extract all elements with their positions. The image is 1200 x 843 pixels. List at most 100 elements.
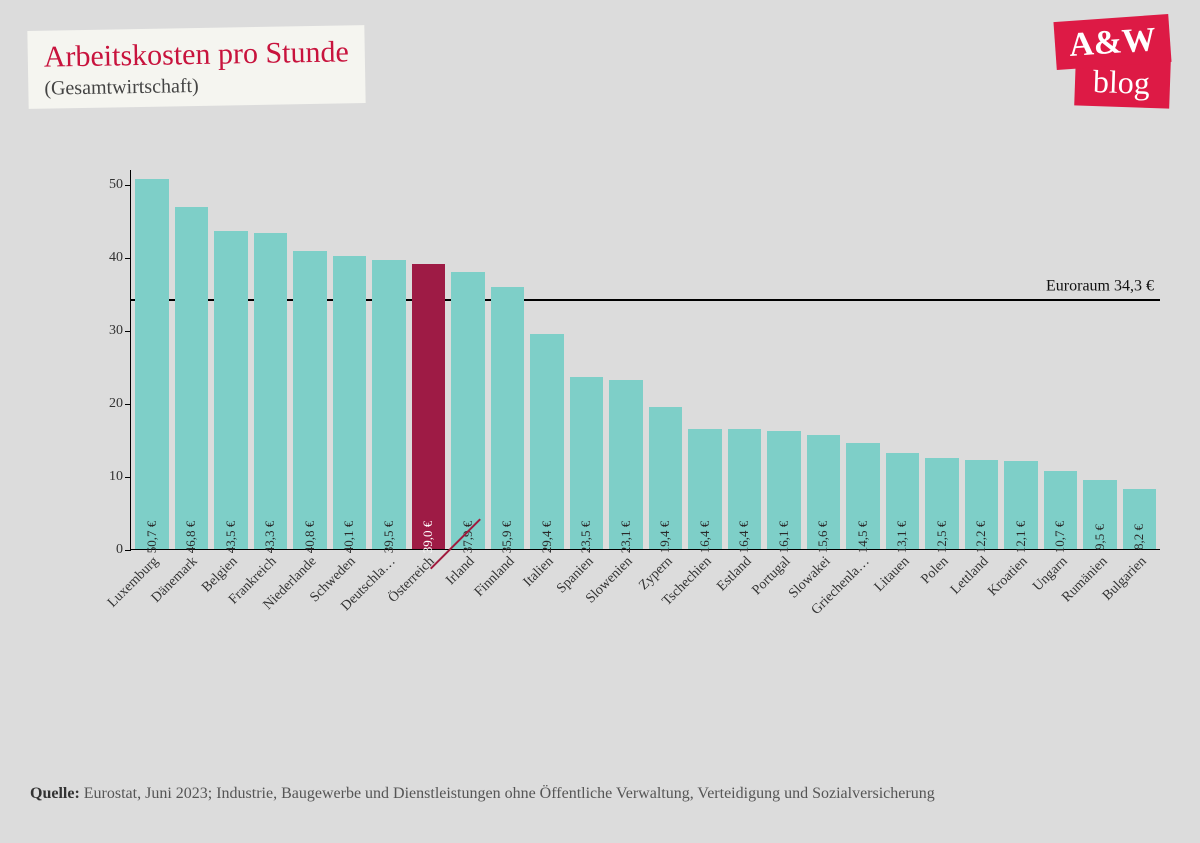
bar: 16,1 €	[767, 431, 801, 549]
x-axis-label: Lettland	[964, 554, 998, 694]
bar-value-label: 23,5 €	[578, 521, 594, 554]
x-axis-label: Ungarn	[1043, 554, 1077, 694]
x-axis-label: Deutschla…	[371, 554, 405, 694]
bars-container: 50,7 €46,8 €43,5 €43,3 €40,8 €40,1 €39,5…	[131, 170, 1160, 549]
x-axis-label: Spanien	[569, 554, 603, 694]
bar-value-label: 12,5 €	[934, 521, 950, 554]
bar: 39,5 €	[372, 260, 406, 549]
x-axis-label: Irland	[450, 554, 484, 694]
x-axis-label: Portugal	[767, 554, 801, 694]
bar-value-label: 29,4 €	[539, 521, 555, 554]
y-tick-mark	[125, 404, 131, 405]
bar: 40,1 €	[333, 256, 367, 549]
bar: 14,5 €	[846, 443, 880, 549]
bar: 8,2 €	[1123, 489, 1157, 549]
y-tick-mark	[125, 331, 131, 332]
y-tick-label: 10	[91, 469, 123, 485]
bar-value-label: 16,1 €	[776, 521, 792, 554]
x-axis-label: Slowakei	[806, 554, 840, 694]
bar: 43,3 €	[254, 233, 288, 549]
y-tick-mark	[125, 550, 131, 551]
bar: 39,0 €	[412, 264, 446, 549]
x-axis-label: Frankreich	[253, 554, 287, 694]
x-axis-label: Estland	[727, 554, 761, 694]
x-axis-label: Kroatien	[1004, 554, 1038, 694]
y-tick-mark	[125, 477, 131, 478]
bar: 19,4 €	[649, 407, 683, 549]
bar: 13,1 €	[886, 453, 920, 549]
source-text: Eurostat, Juni 2023; Industrie, Baugewer…	[80, 785, 935, 802]
bar: 43,5 €	[214, 231, 248, 549]
bar: 10,7 €	[1044, 471, 1078, 549]
bar: 12,2 €	[965, 460, 999, 549]
plot: Euroraum 34,3 € 50,7 €46,8 €43,5 €43,3 €…	[130, 170, 1160, 550]
bar-value-label: 39,0 €	[420, 521, 436, 554]
bar-value-label: 43,3 €	[262, 521, 278, 554]
x-axis-label: Schweden	[332, 554, 366, 694]
x-axis-label: Bulgarien	[1122, 554, 1156, 694]
source-label: Quelle:	[30, 785, 80, 802]
chart-title: Arbeitskosten pro Stunde	[44, 35, 349, 73]
bar: 46,8 €	[175, 207, 209, 549]
bar: 50,7 €	[135, 179, 169, 550]
bar-value-label: 10,7 €	[1052, 521, 1068, 554]
bar-value-label: 12,1 €	[1013, 521, 1029, 554]
bar-value-label: 15,6 €	[815, 521, 831, 554]
bar: 23,1 €	[609, 380, 643, 549]
y-tick-label: 40	[91, 250, 123, 266]
logo-top: A&W	[1054, 14, 1172, 70]
bar-value-label: 35,9 €	[499, 521, 515, 554]
bar-value-label: 16,4 €	[736, 521, 752, 554]
bar: 23,5 €	[570, 377, 604, 549]
bar: 12,1 €	[1004, 461, 1038, 549]
bar-value-label: 40,1 €	[341, 521, 357, 554]
x-axis-label: Österreich	[411, 554, 445, 694]
x-axis-label: Tschechien	[687, 554, 721, 694]
bar-value-label: 14,5 €	[855, 521, 871, 554]
bar: 29,4 €	[530, 334, 564, 549]
x-axis-label: Zypern	[648, 554, 682, 694]
x-axis-label: Slowenien	[608, 554, 642, 694]
x-axis-label: Litauen	[885, 554, 919, 694]
x-axis-label: Polen	[925, 554, 959, 694]
y-tick-label: 20	[91, 396, 123, 412]
y-tick-mark	[125, 258, 131, 259]
bar: 37,9 €	[451, 272, 485, 549]
bar: 15,6 €	[807, 435, 841, 549]
bar-value-label: 50,7 €	[144, 521, 160, 554]
bar: 9,5 €	[1083, 480, 1117, 549]
y-tick-label: 50	[91, 177, 123, 193]
x-axis-label: Belgien	[213, 554, 247, 694]
chart-area: Euroraum 34,3 € 50,7 €46,8 €43,5 €43,3 €…	[90, 170, 1160, 700]
x-labels: LuxemburgDänemarkBelgienFrankreichNieder…	[130, 554, 1160, 694]
y-tick-mark	[125, 185, 131, 186]
bar-value-label: 40,8 €	[302, 521, 318, 554]
chart-subtitle: (Gesamtwirtschaft)	[44, 72, 349, 100]
bar-value-label: 16,4 €	[697, 521, 713, 554]
bar: 40,8 €	[293, 251, 327, 549]
bar-value-label: 13,1 €	[894, 521, 910, 554]
logo: A&W blog	[1055, 18, 1170, 107]
x-axis-label: Niederlande	[292, 554, 326, 694]
x-axis-label: Rumänien	[1083, 554, 1117, 694]
bar-value-label: 39,5 €	[381, 521, 397, 554]
y-tick-label: 30	[91, 323, 123, 339]
x-axis-label: Finnland	[490, 554, 524, 694]
bar: 16,4 €	[728, 429, 762, 549]
x-axis-label: Griechenla…	[846, 554, 880, 694]
bar-value-label: 23,1 €	[618, 521, 634, 554]
bar: 16,4 €	[688, 429, 722, 549]
bar-value-label: 46,8 €	[183, 521, 199, 554]
bar-value-label: 9,5 €	[1092, 524, 1108, 550]
y-tick-label: 0	[91, 542, 123, 558]
bar: 12,5 €	[925, 458, 959, 549]
bar-value-label: 12,2 €	[973, 521, 989, 554]
title-block: Arbeitskosten pro Stunde (Gesamtwirtscha…	[27, 25, 365, 109]
x-axis-label: Dänemark	[174, 554, 208, 694]
source-line: Quelle: Eurostat, Juni 2023; Industrie, …	[30, 785, 935, 803]
x-axis-label: Italien	[529, 554, 563, 694]
bar-value-label: 8,2 €	[1131, 524, 1147, 550]
x-axis-label: Luxemburg	[134, 554, 168, 694]
bar: 35,9 €	[491, 287, 525, 549]
bar-value-label: 43,5 €	[223, 521, 239, 554]
